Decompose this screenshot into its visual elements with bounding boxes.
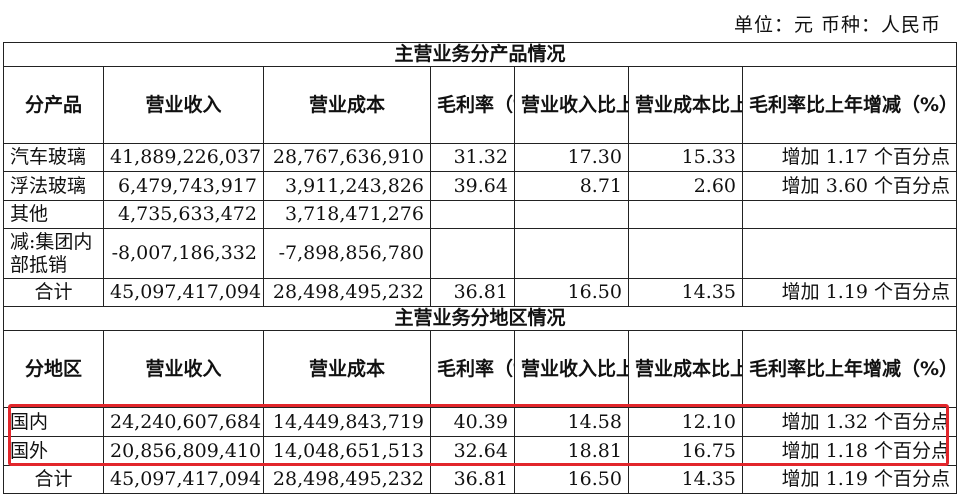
cost-cell: 28,498,495,232 bbox=[263, 465, 431, 494]
table-row: 其他 4,735,633,472 3,718,471,276 bbox=[3, 200, 958, 229]
row-label: 国外 bbox=[3, 436, 104, 466]
margin-change-cell bbox=[741, 200, 958, 229]
header-cell: 营业成本 bbox=[263, 330, 431, 408]
header-cell: 毛利率（%） bbox=[430, 330, 515, 408]
cost-cell: 14,048,651,513 bbox=[263, 436, 431, 466]
margin-change-cell: 增加 1.32 个百分点 bbox=[741, 407, 958, 437]
section-header-row: 主营业务分地区情况 bbox=[2, 306, 958, 331]
margin-change-cell bbox=[741, 228, 958, 279]
row-label: 减:集团内部抵销 bbox=[3, 228, 104, 279]
header-cell: 营业收入 bbox=[103, 66, 264, 144]
row-label: 浮法玻璃 bbox=[3, 171, 104, 201]
section-title-product: 主营业务分产品情况 bbox=[2, 42, 958, 67]
header-cell: 分产品 bbox=[3, 66, 104, 144]
revenue-change-cell: 18.81 bbox=[514, 436, 629, 466]
header-cell: 营业收入比上年增减（%） bbox=[514, 66, 629, 144]
table-row: 减:集团内部抵销 -8,007,186,332 -7,898,856,780 bbox=[3, 228, 958, 279]
header-cell: 营业收入 bbox=[103, 330, 264, 408]
cost-change-cell bbox=[628, 228, 743, 279]
margin-cell: 32.64 bbox=[430, 436, 515, 466]
margin-change-cell: 增加 1.18 个百分点 bbox=[741, 436, 958, 466]
row-label: 汽车玻璃 bbox=[3, 143, 104, 172]
revenue-cell: 20,856,809,410 bbox=[103, 436, 264, 466]
currency-unit-note: 单位：元 币种：人民币 bbox=[733, 14, 941, 36]
section-title-region: 主营业务分地区情况 bbox=[2, 306, 958, 331]
header-cell: 营业收入比上年增减（%） bbox=[514, 330, 629, 408]
revenue-change-cell bbox=[514, 200, 629, 229]
header-cell: 分地区 bbox=[3, 330, 104, 408]
revenue-change-cell: 16.50 bbox=[514, 465, 629, 494]
total-row: 合计 45,097,417,094 28,498,495,232 36.81 1… bbox=[3, 278, 958, 307]
cost-cell: 3,911,243,826 bbox=[263, 171, 431, 201]
cost-cell: 28,498,495,232 bbox=[263, 278, 431, 307]
cost-change-cell: 14.35 bbox=[628, 465, 743, 494]
row-label: 合计 bbox=[3, 465, 104, 494]
header-cell: 毛利率（%） bbox=[430, 66, 515, 144]
header-cell: 营业成本 bbox=[263, 66, 431, 144]
table-row: 汽车玻璃 41,889,226,037 28,767,636,910 31.32… bbox=[3, 143, 958, 172]
main-business-table: 主营业务分产品情况 分产品 营业收入 营业成本 毛利率（%） 营业收入比上年增减… bbox=[2, 42, 958, 494]
revenue-cell: 4,735,633,472 bbox=[103, 200, 264, 229]
revenue-cell: -8,007,186,332 bbox=[103, 228, 264, 279]
margin-cell: 40.39 bbox=[430, 407, 515, 437]
cost-change-cell: 2.60 bbox=[628, 171, 743, 201]
cost-cell: 3,718,471,276 bbox=[263, 200, 431, 229]
revenue-cell: 45,097,417,094 bbox=[103, 465, 264, 494]
margin-cell: 36.81 bbox=[430, 465, 515, 494]
column-header-row: 分地区 营业收入 营业成本 毛利率（%） 营业收入比上年增减（%） 营业成本比上… bbox=[3, 330, 958, 408]
header-cell: 营业成本比上年增减（%） bbox=[628, 330, 743, 408]
revenue-change-cell bbox=[514, 228, 629, 279]
table-row: 浮法玻璃 6,479,743,917 3,911,243,826 39.64 8… bbox=[3, 171, 958, 201]
margin-change-cell: 增加 1.19 个百分点 bbox=[741, 278, 958, 307]
revenue-change-cell: 14.58 bbox=[514, 407, 629, 437]
margin-change-cell: 增加 1.17 个百分点 bbox=[741, 143, 958, 172]
revenue-change-cell: 8.71 bbox=[514, 171, 629, 201]
revenue-change-cell: 17.30 bbox=[514, 143, 629, 172]
row-label: 合计 bbox=[3, 278, 104, 307]
cost-change-cell: 16.75 bbox=[628, 436, 743, 466]
header-cell: 毛利率比上年增减（%） bbox=[741, 66, 958, 144]
margin-change-cell: 增加 3.60 个百分点 bbox=[741, 171, 958, 201]
table-row: 国外 20,856,809,410 14,048,651,513 32.64 1… bbox=[3, 436, 958, 466]
row-label: 国内 bbox=[3, 407, 104, 437]
revenue-change-cell: 16.50 bbox=[514, 278, 629, 307]
header-cell: 毛利率比上年增减（%） bbox=[741, 330, 958, 408]
cost-change-cell: 12.10 bbox=[628, 407, 743, 437]
margin-change-cell: 增加 1.19 个百分点 bbox=[741, 465, 958, 494]
cost-change-cell: 15.33 bbox=[628, 143, 743, 172]
cost-change-cell bbox=[628, 200, 743, 229]
margin-cell: 31.32 bbox=[430, 143, 515, 172]
revenue-cell: 45,097,417,094 bbox=[103, 278, 264, 307]
cost-cell: 14,449,843,719 bbox=[263, 407, 431, 437]
cost-change-cell: 14.35 bbox=[628, 278, 743, 307]
margin-cell bbox=[430, 200, 515, 229]
section-header-row: 主营业务分产品情况 bbox=[2, 42, 958, 67]
revenue-cell: 41,889,226,037 bbox=[103, 143, 264, 172]
cost-cell: -7,898,856,780 bbox=[263, 228, 431, 279]
total-row: 合计 45,097,417,094 28,498,495,232 36.81 1… bbox=[3, 465, 958, 494]
cost-cell: 28,767,636,910 bbox=[263, 143, 431, 172]
margin-cell: 39.64 bbox=[430, 171, 515, 201]
table-row: 国内 24,240,607,684 14,449,843,719 40.39 1… bbox=[3, 407, 958, 437]
column-header-row: 分产品 营业收入 营业成本 毛利率（%） 营业收入比上年增减（%） 营业成本比上… bbox=[3, 66, 958, 144]
revenue-cell: 24,240,607,684 bbox=[103, 407, 264, 437]
header-cell: 营业成本比上年增减（%） bbox=[628, 66, 743, 144]
margin-cell bbox=[430, 228, 515, 279]
row-label: 其他 bbox=[3, 200, 104, 229]
margin-cell: 36.81 bbox=[430, 278, 515, 307]
revenue-cell: 6,479,743,917 bbox=[103, 171, 264, 201]
